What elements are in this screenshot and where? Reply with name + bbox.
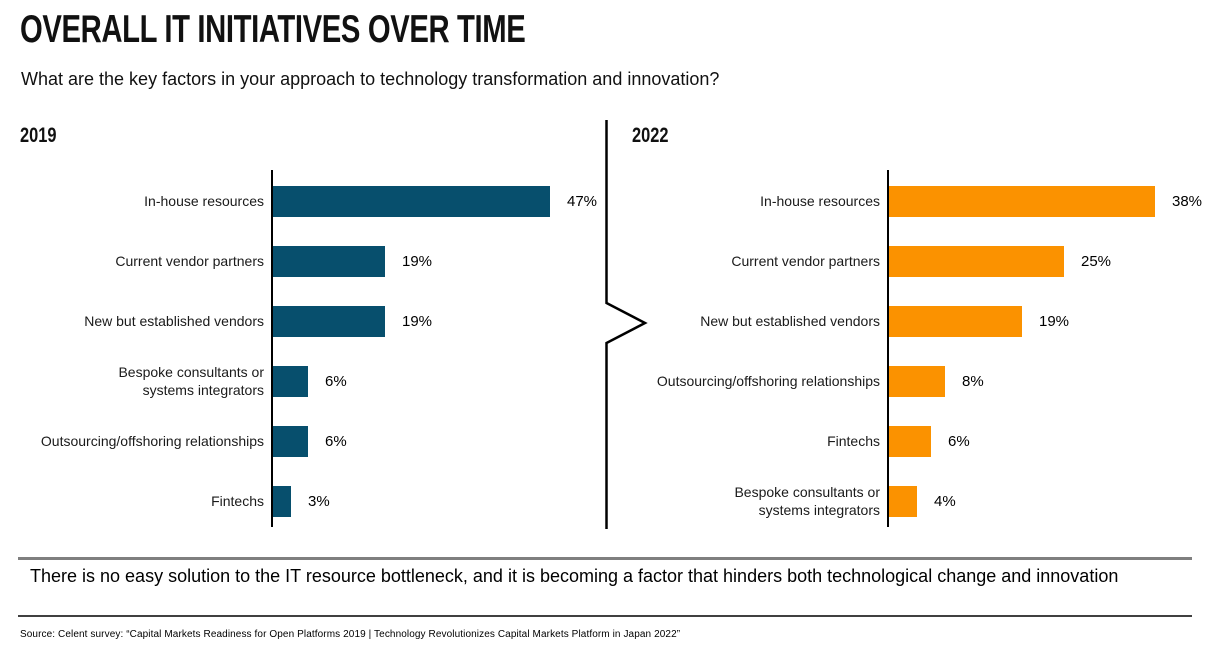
bar-row: In-house resources 47% bbox=[24, 171, 597, 231]
bar-track: 25% bbox=[889, 245, 1112, 277]
category-label: Fintechs bbox=[211, 492, 264, 509]
bar bbox=[273, 305, 385, 337]
takeaway-text: There is no easy solution to the IT reso… bbox=[30, 566, 1119, 586]
value-label: 19% bbox=[402, 312, 433, 330]
bar-row: New but established vendors 19% bbox=[24, 291, 597, 351]
bar-row: New but established vendors 19% bbox=[640, 291, 1202, 351]
bar bbox=[889, 425, 931, 457]
bar bbox=[889, 365, 945, 397]
bar bbox=[889, 185, 1155, 217]
bar bbox=[889, 245, 1064, 277]
category-label: Current vendor partners bbox=[115, 252, 264, 269]
bar-track: 8% bbox=[889, 365, 984, 397]
page-title: OVERALL IT INITIATIVES OVER TIME bbox=[20, 8, 526, 51]
bar-row: Fintechs 3% bbox=[24, 471, 597, 531]
bar-row: Outsourcing/offshoring relationships 8% bbox=[640, 351, 1202, 411]
value-label: 4% bbox=[934, 492, 956, 510]
value-label: 3% bbox=[308, 492, 330, 510]
category-label: New but established vendors bbox=[700, 312, 880, 329]
category-label: Bespoke consultants or systems integrato… bbox=[118, 363, 264, 398]
bar bbox=[273, 365, 308, 397]
category-label: Outsourcing/offshoring relationships bbox=[656, 372, 880, 389]
bar bbox=[273, 425, 308, 457]
bar-track: 38% bbox=[889, 185, 1203, 217]
value-label: 25% bbox=[1081, 252, 1112, 270]
bar-chart-2019: In-house resources 47% Current vendor part… bbox=[24, 171, 597, 531]
bar-track: 6% bbox=[273, 365, 347, 397]
category-label: Fintechs bbox=[827, 432, 880, 449]
chart-title-2019: 2019 bbox=[20, 124, 57, 147]
value-label: 6% bbox=[325, 372, 347, 390]
category-label: In-house resources bbox=[144, 192, 264, 209]
chart-title-2022: 2022 bbox=[632, 124, 669, 147]
category-label: New but established vendors bbox=[84, 312, 264, 329]
bar-row: Outsourcing/offshoring relationships 6% bbox=[24, 411, 597, 471]
bar-track: 4% bbox=[889, 485, 956, 517]
axis-line-2019 bbox=[271, 170, 273, 527]
bar-row: Fintechs 6% bbox=[640, 411, 1202, 471]
value-label: 19% bbox=[1039, 312, 1070, 330]
page-subtitle: What are the key factors in your approac… bbox=[21, 69, 720, 89]
source-note: Source: Celent survey: “Capital Markets … bbox=[20, 629, 681, 640]
category-label: Outsourcing/offshoring relationships bbox=[40, 432, 264, 449]
bar-row: In-house resources 38% bbox=[640, 171, 1202, 231]
value-label: 38% bbox=[1172, 192, 1203, 210]
bar-row: Bespoke consultants or systems integrato… bbox=[640, 471, 1202, 531]
bar-track: 6% bbox=[273, 425, 347, 457]
bar-row: Current vendor partners 25% bbox=[640, 231, 1202, 291]
bar-track: 6% bbox=[889, 425, 970, 457]
bar-chart-2022: In-house resources 38% Current vendor part… bbox=[640, 171, 1202, 531]
bar bbox=[273, 245, 385, 277]
category-label: Bespoke consultants or systems integrato… bbox=[734, 483, 880, 518]
bar bbox=[273, 185, 550, 217]
axis-line-2022 bbox=[887, 170, 889, 527]
divider-rule-bottom bbox=[18, 615, 1192, 617]
bar bbox=[273, 485, 291, 517]
value-label: 8% bbox=[962, 372, 984, 390]
bar bbox=[889, 305, 1022, 337]
bar-track: 47% bbox=[273, 185, 598, 217]
category-label: Current vendor partners bbox=[731, 252, 880, 269]
value-label: 6% bbox=[948, 432, 970, 450]
bar-track: 19% bbox=[889, 305, 1070, 337]
value-label: 47% bbox=[567, 192, 598, 210]
divider-chevron bbox=[605, 120, 648, 529]
bar bbox=[889, 485, 917, 517]
bar-row: Current vendor partners 19% bbox=[24, 231, 597, 291]
bar-track: 19% bbox=[273, 305, 433, 337]
category-label: In-house resources bbox=[760, 192, 880, 209]
bar-track: 19% bbox=[273, 245, 433, 277]
bar-track: 3% bbox=[273, 485, 330, 517]
value-label: 6% bbox=[325, 432, 347, 450]
divider-rule-top bbox=[18, 557, 1192, 560]
value-label: 19% bbox=[402, 252, 433, 270]
bar-row: Bespoke consultants or systems integrato… bbox=[24, 351, 597, 411]
